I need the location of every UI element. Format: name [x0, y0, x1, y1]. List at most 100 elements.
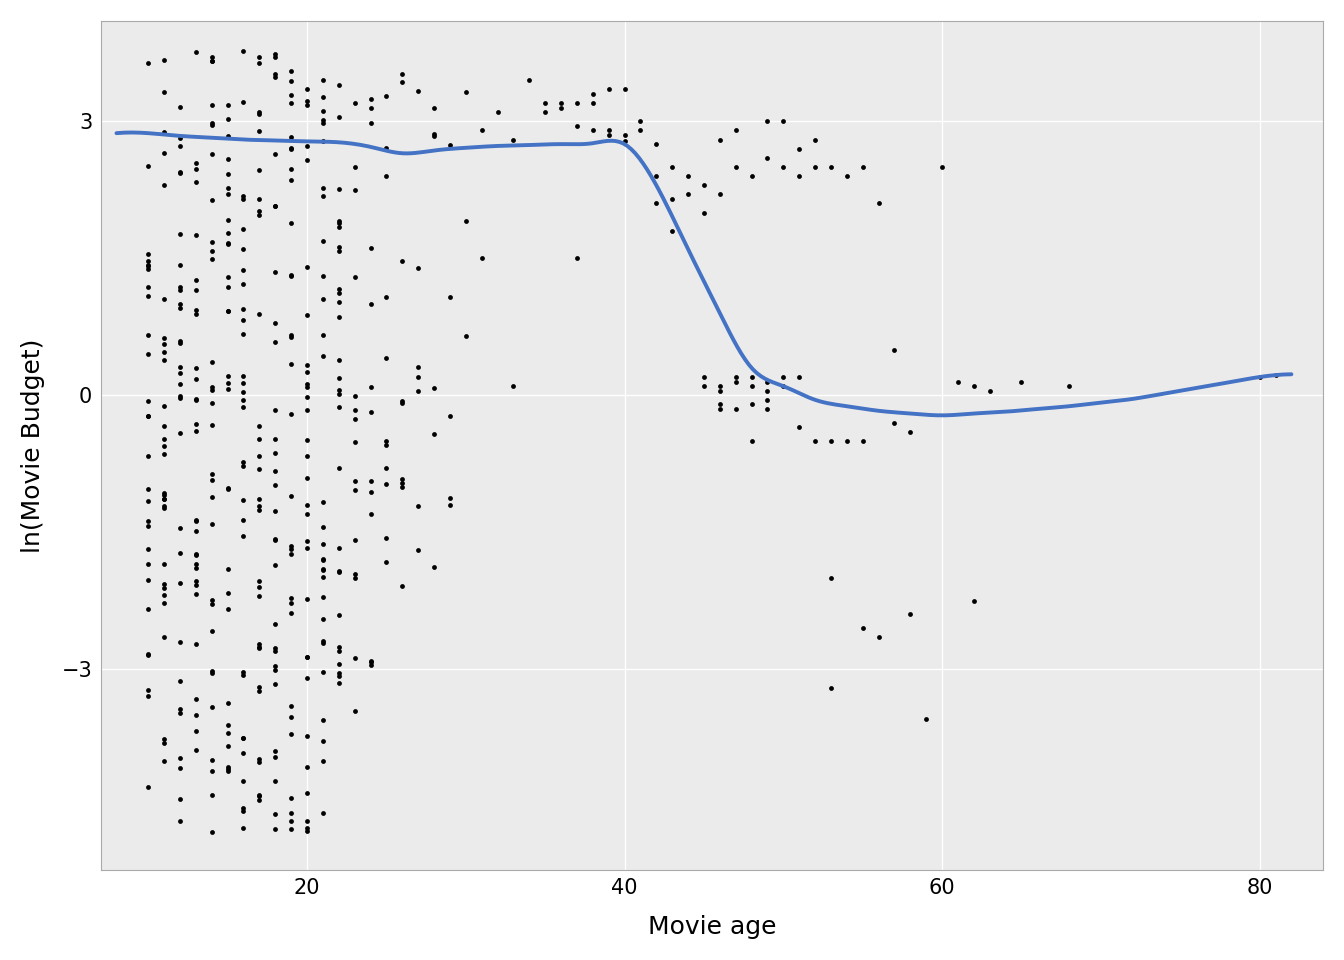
Point: [614, 128, 636, 143]
Point: [724, 123, 746, 138]
Point: [185, 691, 207, 707]
Point: [281, 805, 302, 821]
Point: [233, 276, 254, 292]
Point: [281, 141, 302, 156]
Point: [344, 473, 366, 489]
Point: [741, 396, 762, 412]
Point: [233, 301, 254, 317]
Point: [281, 129, 302, 144]
Point: [375, 434, 396, 449]
Point: [391, 471, 413, 487]
Point: [185, 282, 207, 298]
Point: [312, 133, 333, 149]
Point: [137, 408, 159, 423]
Point: [137, 408, 159, 423]
Point: [249, 207, 270, 223]
Point: [153, 557, 175, 572]
Point: [153, 488, 175, 503]
Point: [566, 251, 587, 266]
Point: [391, 476, 413, 492]
Point: [202, 467, 223, 482]
Point: [169, 258, 191, 274]
Point: [852, 620, 874, 636]
Point: [281, 813, 302, 828]
Point: [391, 394, 413, 409]
Point: [281, 268, 302, 283]
Point: [153, 352, 175, 368]
Point: [312, 348, 333, 364]
Point: [169, 760, 191, 776]
Point: [312, 634, 333, 649]
Point: [233, 774, 254, 789]
Point: [836, 168, 857, 183]
Point: [249, 588, 270, 604]
Point: [1011, 373, 1032, 389]
Point: [185, 577, 207, 592]
Point: [344, 704, 366, 719]
Point: [439, 409, 461, 424]
Point: [265, 146, 286, 161]
Point: [153, 754, 175, 769]
Point: [233, 384, 254, 399]
Point: [216, 764, 238, 780]
Point: [281, 140, 302, 156]
Point: [328, 352, 349, 368]
Point: [153, 418, 175, 433]
Point: [391, 75, 413, 90]
Point: [281, 489, 302, 504]
Point: [249, 573, 270, 588]
Point: [296, 82, 317, 97]
Point: [233, 803, 254, 818]
Point: [296, 357, 317, 372]
Point: [202, 396, 223, 411]
Point: [344, 651, 366, 666]
Point: [137, 448, 159, 464]
Point: [202, 593, 223, 609]
Point: [661, 224, 683, 239]
Point: [281, 96, 302, 111]
X-axis label: Movie age: Movie age: [648, 915, 775, 939]
Point: [423, 380, 445, 396]
Point: [328, 285, 349, 300]
Point: [804, 159, 825, 175]
Point: [344, 412, 366, 427]
Point: [296, 448, 317, 464]
Point: [233, 458, 254, 473]
Point: [137, 253, 159, 269]
Point: [439, 137, 461, 153]
Point: [281, 268, 302, 283]
Point: [185, 587, 207, 602]
Point: [375, 438, 396, 453]
Point: [281, 539, 302, 554]
Point: [185, 636, 207, 652]
Point: [598, 82, 620, 97]
Point: [153, 492, 175, 507]
Point: [312, 89, 333, 105]
Point: [202, 243, 223, 258]
Point: [391, 479, 413, 494]
Point: [137, 257, 159, 273]
Point: [296, 534, 317, 549]
Point: [296, 591, 317, 607]
Point: [566, 95, 587, 110]
Point: [216, 151, 238, 166]
Point: [265, 445, 286, 461]
Point: [312, 636, 333, 651]
Point: [915, 711, 937, 727]
Point: [216, 279, 238, 295]
Point: [503, 378, 524, 394]
Point: [265, 504, 286, 519]
Point: [153, 735, 175, 751]
Point: [439, 290, 461, 305]
Point: [407, 498, 429, 514]
Point: [265, 773, 286, 788]
Point: [265, 46, 286, 61]
Point: [249, 638, 270, 654]
Point: [137, 683, 159, 698]
Point: [948, 373, 969, 389]
Point: [296, 94, 317, 109]
Point: [677, 186, 699, 202]
Point: [899, 424, 921, 440]
Point: [249, 56, 270, 71]
Point: [153, 438, 175, 453]
